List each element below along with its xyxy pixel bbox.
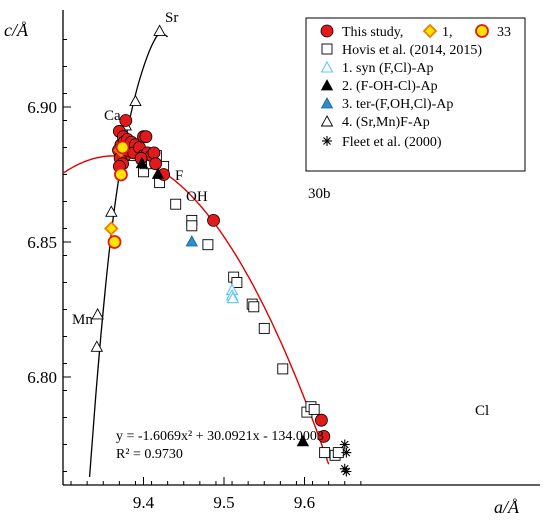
point-hovis-et-al-2014-2015: [186, 220, 198, 232]
r-squared-text: R² = 0.9730: [116, 447, 183, 462]
legend-marker-circle-red: [320, 24, 334, 38]
x-tick-label-9.4: 9.4: [133, 493, 155, 512]
legend-label-f-oh-cl: 2. (F-OH-Cl)-Ap: [342, 79, 438, 94]
legend-marker-triangle-blue: [320, 97, 334, 109]
curves: [62, 32, 330, 477]
legend-label-33: 33: [497, 25, 511, 40]
annotation-30b: 30b: [308, 186, 331, 202]
point-33: [115, 140, 130, 155]
annotations: Sr Ca F OH 30b Mn Cl: [72, 10, 489, 419]
legend-label-hovis: Hovis et al. (2014, 2015): [342, 43, 482, 58]
point-2-f-oh-cl-ap: [151, 167, 165, 179]
legend-label-syn: 1. syn (F,Cl)-Ap: [342, 61, 433, 76]
legend-marker-diamond-orange: [422, 23, 438, 39]
legend-label-sr-mn: 4. (Sr,Mn)F-Ap: [342, 115, 430, 130]
ticks: 9.4 9.5 9.6 6.80 6.85 6.90: [27, 39, 362, 512]
annotation-oh: OH: [186, 189, 208, 205]
point-fleet-et-al-2000: [339, 439, 350, 450]
equation-text: y = -1.6069x² + 30.0921x - 134.0003: [116, 429, 324, 444]
point-4-sr-mn-f-ap: [91, 307, 104, 320]
point-1-syn-f-cl-ap: [226, 291, 240, 304]
point-2-f-oh-cl-ap: [135, 156, 149, 169]
point-33: [107, 235, 122, 249]
point-hovis-et-al-2014-2015: [277, 363, 289, 375]
point-fleet-et-al-2000-stroke: [342, 448, 351, 457]
point-this-study: [317, 429, 331, 443]
point-hovis-et-al-2014-2015: [258, 322, 270, 334]
y-tick-label-6.80: 6.80: [27, 368, 57, 387]
point-hovis-et-al-2014-2015: [170, 198, 182, 210]
legend-marker-circle-yellow: [475, 24, 489, 38]
point-fleet-et-al-2000-stroke: [340, 440, 349, 449]
legend-markers: [320, 23, 489, 146]
legend-marker-triangle-black: [320, 79, 334, 91]
fit-equation: y = -1.6069x² + 30.0921x - 134.0003 R² =…: [116, 429, 324, 462]
point-1: [104, 221, 119, 236]
legend: This study, 1, 33 Hovis et al. (2014, 20…: [305, 17, 526, 172]
point-3-ter-f-oh-cl-ap: [185, 235, 198, 247]
x-tick-label-9.6: 9.6: [294, 493, 315, 512]
annotation-ca: Ca: [104, 108, 121, 124]
point-this-study: [149, 157, 162, 171]
point-hovis-et-al-2014-2015: [202, 239, 214, 251]
point-fleet-et-al-2000-stroke: [342, 467, 351, 476]
axes: c/Å a/Å: [4, 10, 540, 517]
legend-marker-triangle-open: [320, 115, 334, 127]
annotation-cl: Cl: [475, 403, 489, 419]
point-4-sr-mn-f-ap: [153, 24, 166, 36]
legend-label-ter: 3. ter-(F,OH,Cl)-Ap: [342, 97, 453, 112]
point-4-sr-mn-f-ap: [129, 94, 142, 107]
annotation-mn: Mn: [72, 312, 93, 328]
point-this-study: [207, 213, 220, 227]
y-axis-title: c/Å: [4, 20, 29, 40]
point-4-sr-mn-f-ap: [105, 205, 118, 217]
x-axis-title: a/Å: [494, 497, 520, 517]
point-33: [114, 167, 128, 182]
legend-label-fleet: Fleet et al. (2000): [342, 135, 442, 150]
point-this-study: [315, 413, 328, 427]
point-4-sr-mn-f-ap: [90, 340, 104, 352]
x-tick-label-9.5: 9.5: [213, 493, 234, 512]
point-fleet-et-al-2000: [341, 466, 352, 477]
legend-marker-square-open: [321, 43, 333, 55]
point-hovis-et-al-2014-2015: [308, 403, 320, 415]
annotation-f: F: [175, 168, 183, 184]
trend-curve: [88, 32, 169, 477]
point-2-f-oh-cl-ap: [296, 434, 310, 447]
polynomial-fit-curve: [62, 155, 330, 465]
y-tick-label-6.85: 6.85: [27, 233, 57, 252]
legend-marker-triangle-open-cyan: [320, 60, 334, 73]
data-points: [90, 24, 352, 477]
point-fleet-et-al-2000: [341, 447, 352, 458]
legend-marker-asterisk: [322, 136, 332, 146]
point-hovis-et-al-2014-2015: [319, 447, 331, 459]
point-hovis-et-al-2014-2015: [231, 277, 243, 288]
point-this-study: [147, 146, 161, 160]
y-tick-label-6.90: 6.90: [27, 98, 57, 117]
legend-label-this-study: This study,: [342, 25, 403, 40]
point-hovis-et-al-2014-2015: [248, 301, 260, 313]
legend-label-1: 1,: [442, 25, 453, 40]
point-this-study: [139, 130, 153, 144]
point-this-study: [119, 114, 133, 127]
legend-marker-asterisk-stroke: [323, 137, 331, 145]
annotation-sr: Sr: [165, 10, 178, 26]
legend-box: [305, 17, 526, 172]
point-fleet-et-al-2000: [339, 463, 350, 474]
